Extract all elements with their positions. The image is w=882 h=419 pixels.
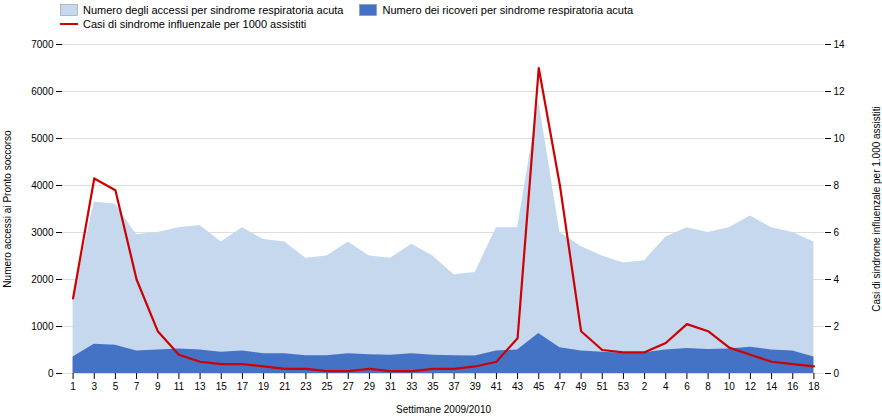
svg-text:37: 37 [449, 381, 461, 392]
svg-text:21: 21 [279, 381, 291, 392]
svg-text:18: 18 [808, 381, 820, 392]
svg-text:41: 41 [491, 381, 503, 392]
svg-text:35: 35 [427, 381, 439, 392]
svg-text:39: 39 [470, 381, 482, 392]
svg-text:3000: 3000 [31, 227, 54, 238]
svg-text:29: 29 [364, 381, 376, 392]
svg-text:27: 27 [343, 381, 355, 392]
svg-text:43: 43 [512, 381, 524, 392]
svg-text:2: 2 [642, 381, 648, 392]
svg-text:47: 47 [554, 381, 566, 392]
svg-text:Casi di sindrome influenzale p: Casi di sindrome influenzale per 1.000 a… [871, 106, 882, 312]
svg-text:33: 33 [406, 381, 418, 392]
svg-text:23: 23 [300, 381, 312, 392]
svg-text:6: 6 [834, 227, 840, 238]
svg-text:2000: 2000 [31, 274, 54, 285]
svg-text:53: 53 [618, 381, 630, 392]
svg-text:14: 14 [766, 381, 778, 392]
svg-text:51: 51 [597, 381, 609, 392]
svg-text:12: 12 [745, 381, 757, 392]
svg-text:10: 10 [834, 133, 846, 144]
svg-text:12: 12 [834, 86, 846, 97]
svg-text:15: 15 [216, 381, 228, 392]
html-text:Casi di sindrome influenzale p: Casi di sindrome influenzale per 1000 as… [83, 18, 307, 30]
svg-text:1000: 1000 [31, 321, 54, 332]
svg-text:8: 8 [705, 381, 711, 392]
html-text:Numero dei ricoveri per sindro: Numero dei ricoveri per sindrome respira… [382, 4, 634, 16]
svg-text:8: 8 [834, 180, 840, 191]
svg-text:9: 9 [155, 381, 161, 392]
svg-text:5: 5 [113, 381, 119, 392]
svg-text:2: 2 [834, 321, 840, 332]
svg-text:6: 6 [684, 381, 690, 392]
svg-text:17: 17 [237, 381, 249, 392]
svg-text:11: 11 [174, 381, 185, 392]
svg-text:Settimane 2009/2010: Settimane 2009/2010 [396, 404, 492, 415]
svg-text:3: 3 [91, 381, 97, 392]
svg-text:13: 13 [195, 381, 207, 392]
svg-text:1: 1 [70, 381, 76, 392]
svg-text:16: 16 [787, 381, 799, 392]
svg-text:10: 10 [724, 381, 736, 392]
html-text:Numero degli accessi per sindr: Numero degli accessi per sindrome respir… [83, 4, 344, 16]
svg-text:49: 49 [576, 381, 588, 392]
svg-text:4: 4 [663, 381, 669, 392]
svg-text:31: 31 [385, 381, 397, 392]
svg-text:6000: 6000 [31, 86, 54, 97]
svg-text:Numero accessi ai Pronto socco: Numero accessi ai Pronto soccorso [2, 130, 13, 288]
svg-text:0: 0 [834, 368, 840, 379]
svg-text:14: 14 [834, 39, 846, 50]
svg-text:4: 4 [834, 274, 840, 285]
svg-text:25: 25 [322, 381, 334, 392]
svg-text:0: 0 [48, 368, 54, 379]
svg-text:7000: 7000 [31, 39, 54, 50]
svg-text:5000: 5000 [31, 133, 54, 144]
svg-text:45: 45 [533, 381, 545, 392]
svg-text:19: 19 [258, 381, 270, 392]
svg-text:7: 7 [134, 381, 140, 392]
svg-text:4000: 4000 [31, 180, 54, 191]
